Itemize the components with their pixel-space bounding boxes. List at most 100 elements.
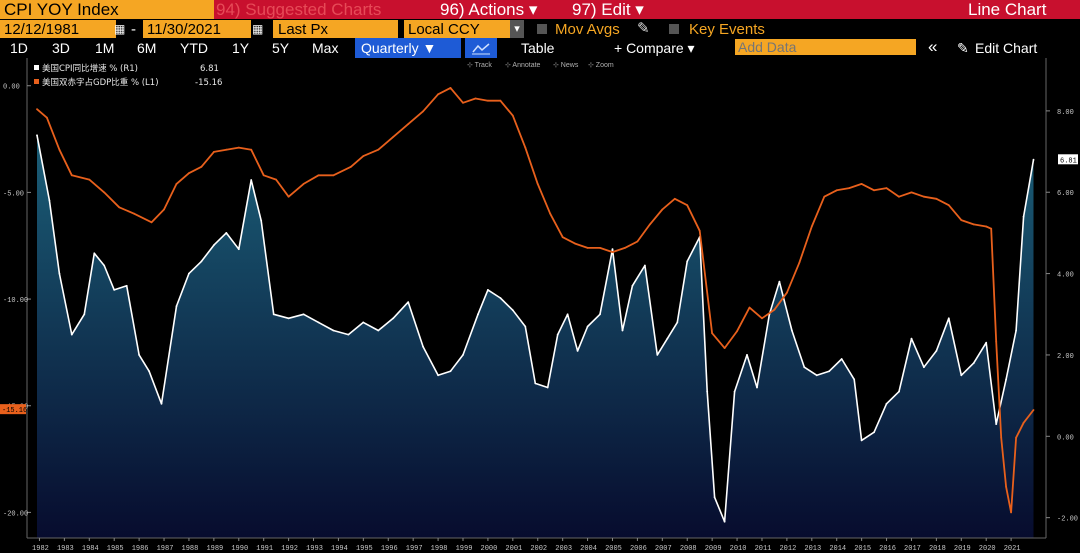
x-tick-label-15: 1997 (406, 545, 423, 553)
hint-annotate[interactable]: ⊹ Annotate (505, 62, 541, 69)
x-tick-label-26: 2008 (680, 545, 697, 553)
legend: 美国CPI同比增速 % (R1) 6.81 美国双赤字占GDP比重 % (L1) -1… (34, 63, 222, 88)
x-tick-label-16: 1998 (431, 545, 448, 553)
legend-value-cpi: 6.81 (200, 64, 219, 74)
x-tick-label-13: 1995 (356, 545, 373, 553)
x-tick-label-21: 2003 (555, 545, 572, 553)
right-tick-label-5: -2.00 (1057, 516, 1078, 524)
x-tick-label-18: 2000 (481, 545, 498, 553)
period-5y[interactable]: 5Y (272, 40, 290, 56)
x-tick-label-24: 2006 (630, 545, 647, 553)
key-events-label[interactable]: Key Events (689, 21, 765, 38)
x-tick-label-23: 2005 (605, 545, 622, 553)
edit-chart-icon[interactable]: ✎ (957, 40, 969, 56)
end-date-field[interactable]: 11/30/2021 (143, 20, 251, 39)
currency-select[interactable]: Local CCY (404, 20, 514, 39)
x-tick-label-20: 2002 (530, 545, 547, 553)
x-tick-label-8: 1990 (231, 545, 248, 553)
right-axis: 8.00 6.00 4.00 2.00 0.00 -2.00 6.81 (1046, 109, 1078, 524)
chart-hints: ⊹ Track ⊹ Annotate ⊹ News ⊹ Zoom (467, 62, 614, 69)
deficit-series-line[interactable] (36, 86, 1035, 514)
x-tick-label-32: 2014 (829, 545, 846, 553)
price-field-select[interactable]: Last Px (273, 20, 398, 39)
x-axis: 1982 1983 1984 1985 1986 1987 1988 1989 1990 1991… (32, 538, 1021, 553)
x-tick-label-2: 1984 (82, 545, 99, 553)
x-tick-label-33: 2015 (854, 545, 871, 553)
x-tick-label-4: 1986 (132, 545, 149, 553)
left-axis: 0.00-5.00-10.00-15.00-20.00-15.16 (0, 84, 31, 518)
line-chart-icon (472, 43, 490, 55)
legend-swatch-cpi (34, 65, 39, 70)
hint-news[interactable]: ⊹ News (553, 62, 579, 69)
key-events-checkbox[interactable] (669, 24, 679, 34)
hint-zoom[interactable]: ⊹ Zoom (588, 62, 614, 69)
right-tick-label-4: 0.00 (1057, 434, 1074, 442)
line-chart-toggle[interactable] (465, 38, 497, 58)
x-tick-label-5: 1987 (157, 545, 174, 553)
frequency-select[interactable]: Quarterly ▼ (355, 38, 461, 58)
header-bar (0, 0, 1080, 19)
right-last-value-label: 6.81 (1060, 157, 1077, 165)
add-data-input[interactable] (735, 39, 916, 55)
left-tick-label-2: -10.00 (3, 297, 28, 305)
legend-label-deficit: 美国双赤字占GDP比重 % (L1) (42, 77, 159, 88)
period-6m[interactable]: 6M (137, 40, 157, 56)
left-last-value-badge (0, 404, 26, 415)
x-tick-label-6: 1988 (182, 545, 199, 553)
pencil-icon[interactable]: ✎ (637, 20, 650, 37)
suggested-charts-menu[interactable]: 94) Suggested Charts (216, 0, 382, 19)
left-last-value-label: -15.16 (2, 407, 27, 415)
compare-button[interactable]: + Compare ▾ (614, 40, 695, 56)
left-tick-label-1: -5.00 (3, 190, 24, 198)
cpi-area-fill (37, 135, 1034, 539)
period-3d[interactable]: 3D (52, 40, 70, 56)
x-tick-label-1: 1983 (57, 545, 74, 553)
x-tick-label-30: 2012 (779, 545, 796, 553)
period-1y[interactable]: 1Y (232, 40, 250, 56)
end-calendar-icon[interactable]: ▦ (252, 22, 264, 36)
mov-avgs-checkbox[interactable] (537, 24, 547, 34)
legend-swatch-deficit (34, 79, 39, 84)
x-tick-label-25: 2007 (655, 545, 672, 553)
x-tick-label-35: 2017 (904, 545, 921, 553)
right-tick-label-2: 4.00 (1057, 272, 1074, 280)
period-ytd[interactable]: YTD (180, 40, 208, 56)
legend-label-cpi: 美国CPI同比增速 % (R1) (42, 63, 138, 74)
x-tick-label-39: 2021 (1004, 545, 1021, 553)
x-tick-label-31: 2013 (804, 545, 821, 553)
period-1d[interactable]: 1D (10, 40, 28, 56)
edit-chart-button[interactable]: Edit Chart (975, 40, 1038, 56)
table-button[interactable]: Table (521, 40, 555, 56)
start-calendar-icon[interactable]: ▦ (114, 22, 126, 36)
ticker-label[interactable]: CPI YOY Index (0, 0, 214, 19)
right-tick-label-1: 6.00 (1057, 190, 1074, 198)
x-tick-label-0: 1982 (32, 545, 49, 553)
x-tick-label-27: 2009 (705, 545, 722, 553)
left-tick-label-4: -20.00 (3, 510, 28, 518)
x-tick-label-17: 1999 (456, 545, 473, 553)
x-tick-label-36: 2018 (929, 545, 946, 553)
x-tick-label-9: 1991 (256, 545, 273, 553)
x-tick-label-3: 1985 (107, 545, 124, 553)
x-tick-label-38: 2020 (979, 545, 996, 553)
x-tick-label-37: 2019 (954, 545, 971, 553)
period-max[interactable]: Max (312, 40, 339, 56)
edit-menu[interactable]: 97) Edit ▾ (572, 0, 644, 19)
actions-menu[interactable]: 96) Actions ▾ (440, 0, 538, 19)
x-tick-label-7: 1989 (206, 545, 223, 553)
hint-track[interactable]: ⊹ Track (467, 62, 492, 69)
cpi-series-line[interactable] (36, 135, 1035, 523)
collapse-icon[interactable]: « (928, 37, 938, 56)
right-last-value-badge (1058, 154, 1078, 165)
currency-dropdown-arrow[interactable]: ▾ (510, 20, 524, 39)
x-tick-label-29: 2011 (755, 545, 772, 553)
chart-type-label[interactable]: Line Chart (968, 0, 1047, 19)
period-1m[interactable]: 1M (95, 40, 115, 56)
start-date-field[interactable]: 12/12/1981 (0, 20, 116, 39)
legend-value-deficit: -15.16 (195, 78, 222, 88)
x-tick-label-10: 1992 (281, 545, 298, 553)
chart-area[interactable]: ⊹ Track ⊹ Annotate ⊹ News ⊹ Zoom 0.00 -5.00 -… (0, 58, 1080, 553)
x-tick-label-34: 2016 (879, 545, 896, 553)
mov-avgs-label[interactable]: Mov Avgs (555, 21, 620, 38)
x-tick-label-11: 1993 (306, 545, 323, 553)
